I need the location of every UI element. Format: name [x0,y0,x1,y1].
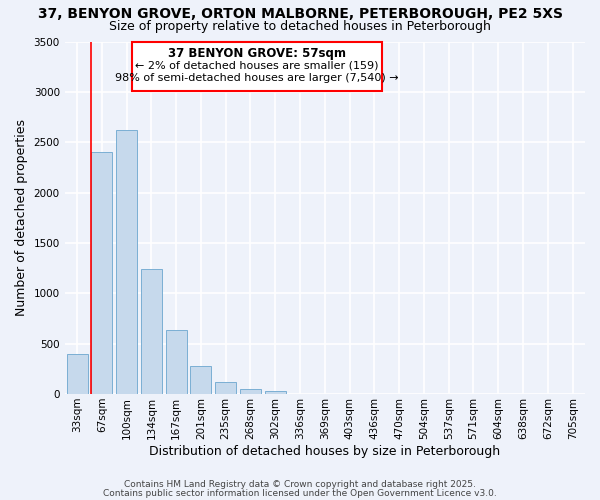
Bar [166,330,187,394]
Text: Contains public sector information licensed under the Open Government Licence v3: Contains public sector information licen… [103,489,497,498]
Bar [67,354,88,394]
Bar [265,391,286,394]
Text: 37, BENYON GROVE, ORTON MALBORNE, PETERBOROUGH, PE2 5XS: 37, BENYON GROVE, ORTON MALBORNE, PETERB… [37,8,563,22]
Bar [215,382,236,394]
Bar [190,366,211,394]
Text: 37 BENYON GROVE: 57sqm: 37 BENYON GROVE: 57sqm [168,47,346,60]
X-axis label: Distribution of detached houses by size in Peterborough: Distribution of detached houses by size … [149,444,500,458]
Bar [91,152,112,394]
Y-axis label: Number of detached properties: Number of detached properties [15,120,28,316]
Text: 98% of semi-detached houses are larger (7,540) →: 98% of semi-detached houses are larger (… [115,73,399,83]
Bar [240,388,261,394]
FancyBboxPatch shape [133,42,382,91]
Bar [141,269,162,394]
Text: ← 2% of detached houses are smaller (159): ← 2% of detached houses are smaller (159… [136,61,379,71]
Text: Contains HM Land Registry data © Crown copyright and database right 2025.: Contains HM Land Registry data © Crown c… [124,480,476,489]
Text: Size of property relative to detached houses in Peterborough: Size of property relative to detached ho… [109,20,491,33]
Bar [116,130,137,394]
